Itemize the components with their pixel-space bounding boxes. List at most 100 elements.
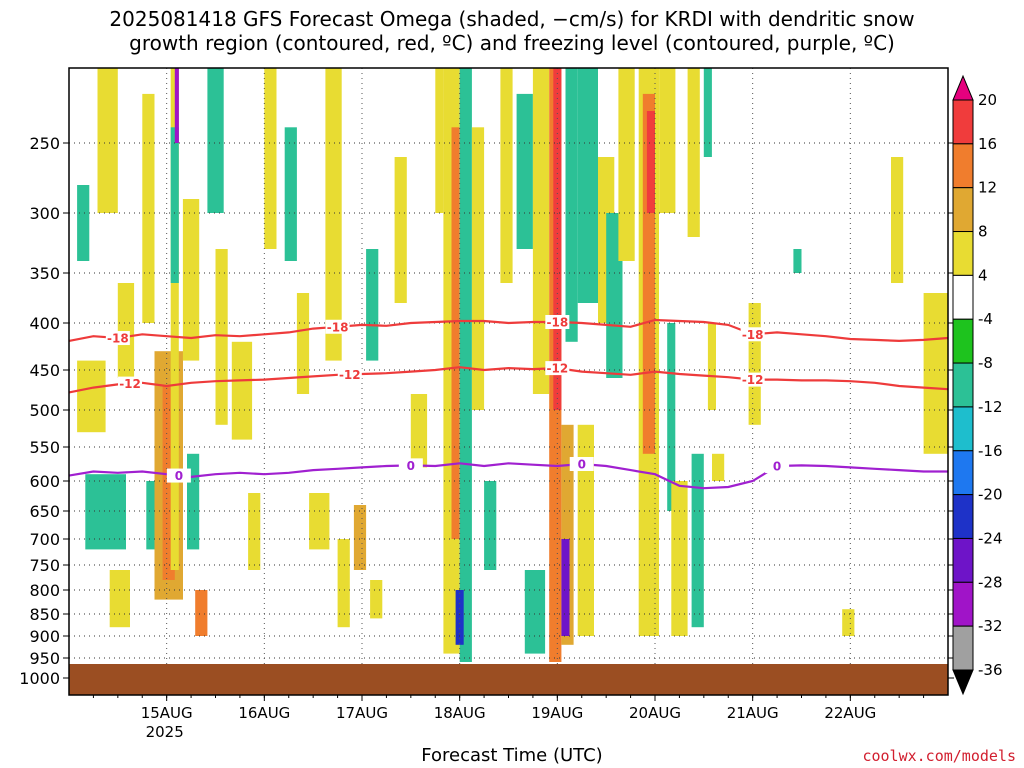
y-tick-label: 250 xyxy=(29,134,60,153)
colorbar-swatch xyxy=(952,187,974,233)
x-tick-sublabel: 2025 xyxy=(146,723,184,741)
x-tick-label: 18AUG xyxy=(434,704,486,722)
omega-cell xyxy=(577,424,594,636)
chart-title-line-2: growth region (contoured, red, ºC) and f… xyxy=(129,31,895,55)
omega-cell xyxy=(524,570,546,654)
colorbar-label: -20 xyxy=(978,486,1003,504)
colorbar-swatch xyxy=(952,231,974,276)
omega-cell xyxy=(77,185,90,261)
contour-label: -12 xyxy=(119,377,141,391)
colorbar-label: -36 xyxy=(978,661,1003,679)
y-tick-label: 650 xyxy=(29,502,60,521)
omega-cell xyxy=(309,493,330,550)
omega-cell xyxy=(117,283,135,378)
colorbar-label: -8 xyxy=(978,354,993,372)
contour-line xyxy=(68,366,949,394)
colorbar-label: 20 xyxy=(978,91,997,109)
omega-cell xyxy=(195,590,208,636)
omega-cell xyxy=(325,68,342,361)
y-tick-label: 850 xyxy=(29,605,60,624)
x-axis-title: Forecast Time (UTC) xyxy=(421,745,603,766)
omega-cell xyxy=(455,590,464,645)
chart-title-line-1: 2025081418 GFS Forecast Omega (shaded, −… xyxy=(109,7,915,31)
contour-label-bg xyxy=(118,376,143,391)
omega-cell xyxy=(459,68,472,662)
omega-cell xyxy=(891,157,904,283)
omega-cell xyxy=(296,293,310,394)
contour-label: 0 xyxy=(407,459,415,473)
omega-cell xyxy=(484,481,497,570)
credit-link[interactable]: coolwx.com/models xyxy=(862,747,1016,765)
colorbar-swatch xyxy=(952,494,974,539)
contour-label: -12 xyxy=(742,373,764,387)
colorbar-swatch xyxy=(952,625,974,671)
colorbar-top-triangle xyxy=(952,74,974,101)
x-tick-label: 16AUG xyxy=(238,704,290,722)
omega-cell xyxy=(671,481,688,636)
omega-cell xyxy=(97,68,118,213)
y-axis-ticks: 250 300 350 400 450 500 550 600 650 700 750 800 850 9… xyxy=(19,134,954,688)
omega-cell xyxy=(712,453,725,481)
x-tick-label: 15AUG xyxy=(141,704,193,722)
omega-cell xyxy=(500,68,513,283)
contour-label: -12 xyxy=(339,368,361,382)
colorbar-label: -12 xyxy=(978,398,1003,416)
omega-cell xyxy=(85,474,126,550)
contour-label-bg xyxy=(166,468,191,483)
y-tick-label: 450 xyxy=(29,361,60,380)
colorbar-label: 16 xyxy=(978,135,997,153)
colorbar: 20 16 12 8 4 -4 -8 -12 -16 -20 -24 -28 -32 -36 xyxy=(952,74,1003,696)
omega-cell xyxy=(77,360,106,433)
omega-cell xyxy=(231,341,253,440)
omega-cell xyxy=(923,293,948,454)
y-tick-label: 900 xyxy=(29,627,60,646)
omega-cell xyxy=(703,68,712,157)
omega-cell xyxy=(577,68,598,303)
y-tick-label: 300 xyxy=(29,204,60,223)
y-tick-label: 500 xyxy=(29,401,60,420)
contour-label: 0 xyxy=(773,460,781,474)
contour-label: 0 xyxy=(175,469,183,483)
omega-cell xyxy=(182,199,200,361)
omega-cell xyxy=(516,93,533,250)
omega-cell xyxy=(691,453,704,628)
omega-cell xyxy=(215,249,228,425)
contours: -18 -18 -18 -18 -12 -12 -12 -12 0 0 0 0 xyxy=(68,315,949,490)
x-tick-label: 19AUG xyxy=(531,704,583,722)
colorbar-label: -16 xyxy=(978,442,1003,460)
colorbar-label: 4 xyxy=(978,266,988,284)
colorbar-swatch xyxy=(952,581,974,627)
omega-cell xyxy=(451,127,460,540)
omega-cell xyxy=(561,539,570,636)
y-tick-label: 400 xyxy=(29,314,60,333)
contour-label: -18 xyxy=(107,332,129,346)
omega-cell xyxy=(248,493,261,570)
contour-label: -18 xyxy=(546,316,568,330)
contour-label-bg xyxy=(337,367,362,382)
omega-cell xyxy=(748,303,761,425)
contour-label: 0 xyxy=(578,458,586,472)
contour-label: -18 xyxy=(327,320,349,334)
colorbar-swatch xyxy=(952,99,974,145)
omega-cell xyxy=(187,453,200,550)
colorbar-label: -24 xyxy=(978,530,1003,548)
y-tick-label: 1000 xyxy=(19,669,60,688)
colorbar-swatch xyxy=(952,450,974,496)
omega-cell xyxy=(353,505,367,570)
contour-label-bg xyxy=(740,372,765,387)
omega-cell xyxy=(435,68,444,213)
omega-cell xyxy=(394,157,407,303)
y-tick-label: 750 xyxy=(29,556,60,575)
omega-cell xyxy=(109,570,130,628)
contour-label-bg xyxy=(545,315,570,329)
colorbar-swatch xyxy=(952,143,974,189)
omega-cell xyxy=(170,127,179,283)
contour-label-bg xyxy=(740,327,765,342)
y-tick-label: 800 xyxy=(29,581,60,600)
ground-fill xyxy=(69,664,948,695)
y-tick-label: 950 xyxy=(29,649,60,668)
y-tick-label: 550 xyxy=(29,438,60,457)
contour-line xyxy=(68,462,948,490)
omega-cell xyxy=(842,609,855,636)
